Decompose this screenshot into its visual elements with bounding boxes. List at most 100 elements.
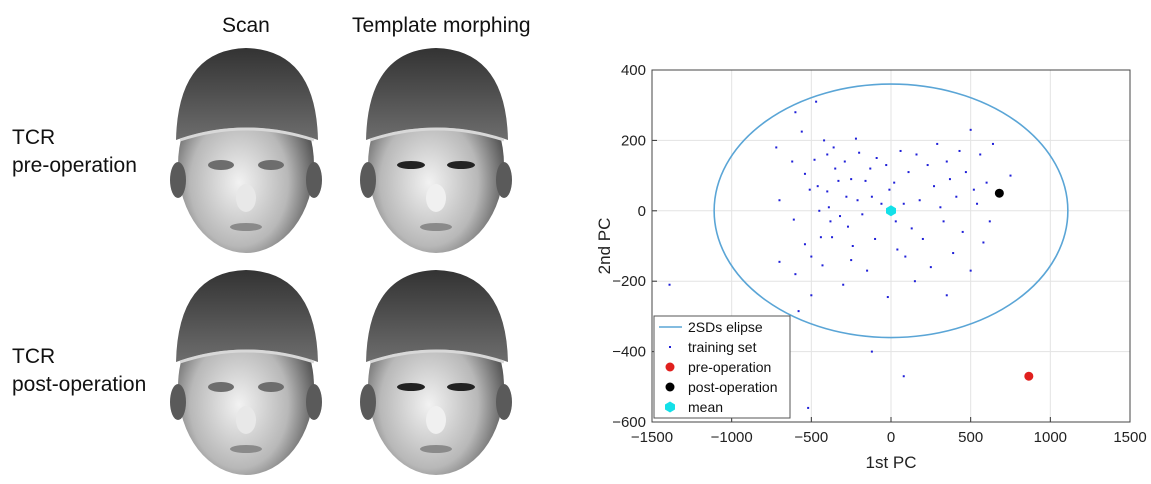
training-point — [842, 283, 845, 286]
training-point — [955, 195, 958, 198]
row-label-line: post-operation — [12, 373, 147, 396]
row-label-post-operation: TCR post-operation — [12, 343, 146, 399]
training-point — [845, 195, 848, 198]
training-point — [904, 255, 907, 258]
x-tick-label: 1000 — [1034, 429, 1067, 446]
training-point — [945, 160, 948, 163]
training-point — [936, 142, 939, 145]
training-point — [850, 259, 853, 262]
y-tick-label: −200 — [612, 273, 646, 290]
training-point — [797, 310, 800, 313]
training-point — [910, 227, 913, 230]
training-point — [810, 255, 813, 258]
training-point — [800, 130, 803, 133]
training-point — [902, 202, 905, 205]
training-point — [856, 199, 859, 202]
training-point — [886, 296, 889, 299]
training-point — [778, 260, 781, 263]
training-point — [850, 178, 853, 181]
training-point — [668, 283, 671, 286]
x-tick-label: 500 — [958, 429, 983, 446]
training-point — [861, 213, 864, 216]
training-point — [969, 128, 972, 131]
training-point — [810, 294, 813, 297]
mean-point — [886, 205, 896, 217]
training-point — [813, 158, 816, 161]
training-point — [948, 178, 951, 181]
training-point — [1009, 174, 1012, 177]
column-header-template-morphing: Template morphing — [352, 14, 531, 37]
training-point — [864, 179, 867, 182]
ellipse-2sd — [713, 83, 1069, 339]
training-point — [991, 142, 994, 145]
training-point — [982, 241, 985, 244]
training-point — [918, 199, 921, 202]
training-point — [832, 146, 835, 149]
training-point — [826, 190, 829, 193]
training-point — [979, 153, 982, 156]
training-point — [894, 220, 897, 223]
training-point — [831, 236, 834, 239]
training-point — [926, 164, 929, 167]
training-point — [972, 188, 975, 191]
training-point — [942, 220, 945, 223]
training-point — [808, 188, 811, 191]
training-point — [896, 248, 899, 251]
training-point — [866, 269, 869, 272]
training-point — [874, 237, 877, 240]
training-point — [961, 230, 964, 233]
y-tick-label: 400 — [621, 62, 646, 79]
x-tick-label: 1500 — [1113, 429, 1146, 446]
training-point — [875, 157, 878, 159]
legend-label: 2SDs elipse — [688, 319, 763, 335]
training-point — [958, 149, 961, 152]
training-point — [826, 153, 829, 156]
training-point — [792, 218, 795, 221]
training-point — [969, 269, 972, 272]
legend-box — [653, 315, 791, 419]
row-label-line: TCR — [12, 345, 56, 368]
training-point — [819, 236, 822, 239]
training-point — [851, 245, 854, 247]
training-point — [964, 171, 967, 174]
training-point — [807, 406, 810, 409]
training-point — [839, 215, 842, 218]
training-point — [794, 111, 797, 114]
training-point — [929, 266, 932, 269]
training-point — [888, 188, 891, 191]
training-point — [899, 149, 902, 152]
y-tick-label: −400 — [612, 344, 646, 361]
training-point — [869, 167, 872, 170]
training-point — [846, 225, 849, 228]
training-point — [952, 252, 955, 255]
training-point — [818, 209, 821, 212]
scan-pre-operation-face — [170, 48, 322, 253]
legend-marker — [669, 346, 671, 348]
training-point — [939, 206, 942, 209]
training-point — [843, 160, 846, 163]
legend-label: pre-operation — [688, 359, 771, 375]
training-point — [803, 243, 806, 246]
training-point — [791, 160, 794, 163]
training-point — [829, 220, 832, 223]
training-point — [902, 375, 905, 378]
training-point — [821, 264, 824, 267]
template-post-operation-face — [360, 270, 512, 475]
training-point — [837, 179, 840, 182]
training-point — [915, 153, 918, 156]
column-header-scan: Scan — [222, 14, 270, 37]
training-point — [985, 181, 988, 184]
y-tick-label: 200 — [621, 132, 646, 149]
row-label-line: TCR — [12, 126, 56, 149]
training-point — [816, 185, 819, 188]
y-tick-label: −600 — [612, 414, 646, 431]
x-tick-label: −500 — [794, 429, 828, 446]
x-tick-label: 0 — [887, 429, 895, 446]
training-point — [921, 237, 924, 240]
training-point — [858, 151, 861, 154]
pre-operation-point — [1024, 371, 1034, 381]
legend-marker — [665, 401, 675, 413]
row-label-pre-operation: TCR pre-operation — [12, 124, 137, 180]
training-point — [834, 167, 837, 170]
